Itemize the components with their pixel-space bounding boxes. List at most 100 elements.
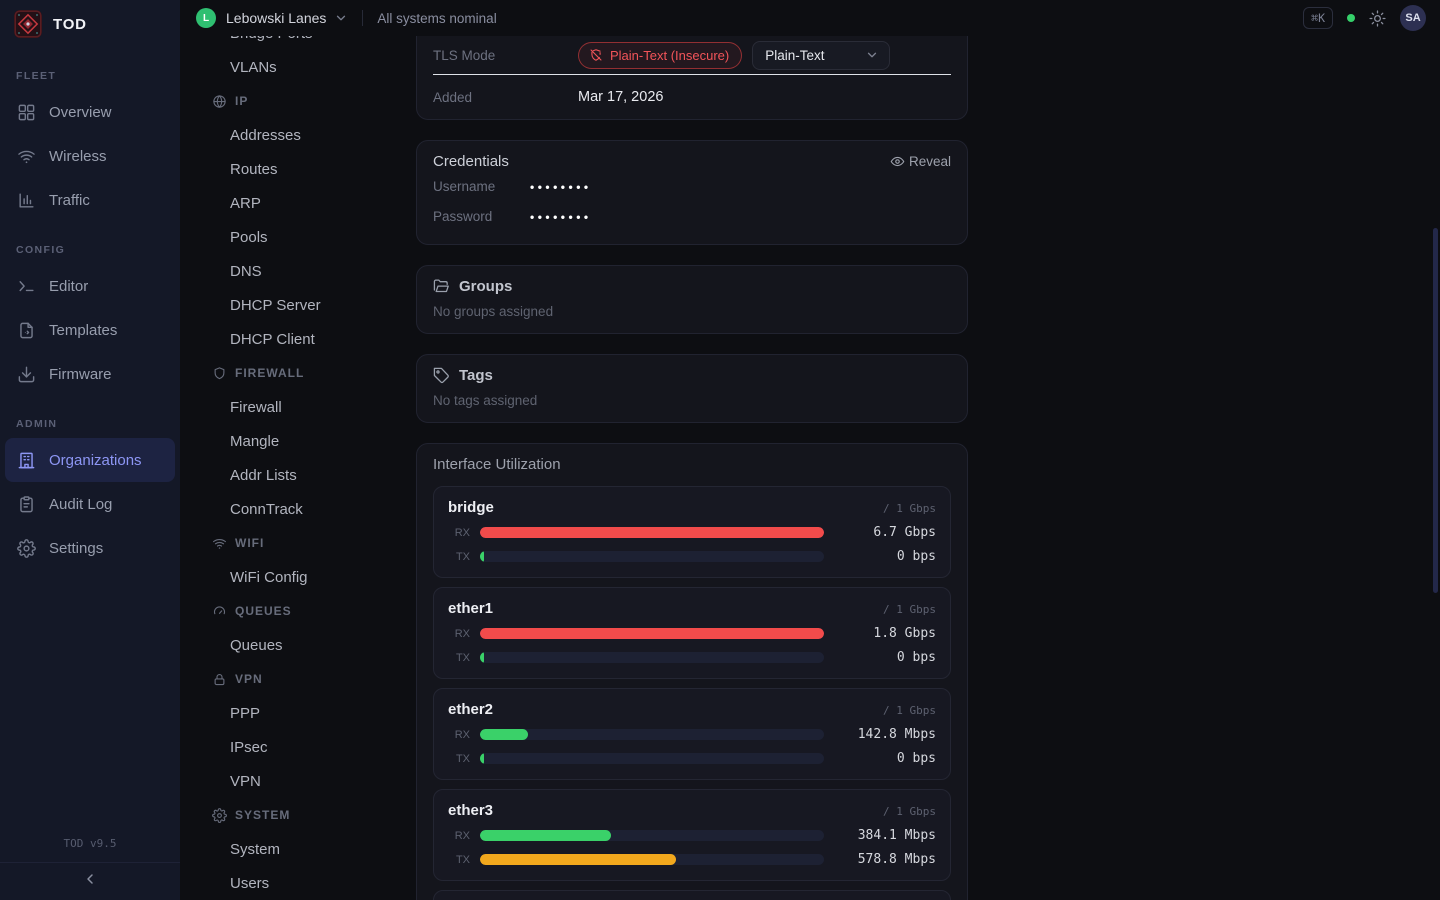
- tags-card: Tags No tags assigned: [416, 354, 968, 423]
- tls-mode-select-value: Plain-Text: [765, 47, 825, 63]
- theme-toggle-sun-icon[interactable]: [1369, 9, 1386, 27]
- shield-icon: [212, 366, 227, 381]
- sidebar-item-firmware[interactable]: Firmware: [5, 352, 175, 396]
- tags-title: Tags: [459, 367, 493, 384]
- health-status-dot: [1347, 14, 1355, 22]
- topbar-divider: [362, 10, 364, 26]
- nav-entry-label: Addresses: [230, 126, 301, 144]
- sidebar-item-organizations[interactable]: Organizations: [5, 438, 175, 482]
- nav-item-conntrack[interactable]: ConnTrack: [212, 492, 416, 526]
- nav-section-firewall: FIREWALL: [212, 356, 416, 390]
- sidebar-item-label: Audit Log: [49, 495, 113, 513]
- row-divider: [433, 74, 951, 75]
- page-scrollbar-thumb[interactable]: [1433, 228, 1438, 593]
- sidebar-item-overview[interactable]: Overview: [5, 90, 175, 134]
- utilization-bar-track: [480, 729, 824, 740]
- nav-item-queues[interactable]: Queues: [212, 628, 416, 662]
- nav-entry-label: ARP: [230, 194, 261, 212]
- sidebar-section-label-admin: ADMIN: [16, 418, 58, 430]
- nav-item-arp[interactable]: ARP: [212, 186, 416, 220]
- sidebar-item-settings[interactable]: Settings: [5, 526, 175, 570]
- sidebar-item-audit-log[interactable]: Audit Log: [5, 482, 175, 526]
- utilization-bar-fill: [480, 729, 529, 740]
- throughput-value: 384.1 Mbps: [857, 828, 936, 843]
- utilization-bar-track: [480, 652, 824, 663]
- throughput-value: 0 bps: [896, 751, 936, 766]
- nav-item-firewall[interactable]: Firewall: [212, 390, 416, 424]
- ether3-rx-row: RX 384.1 Mbps: [448, 828, 936, 843]
- nav-item-mangle[interactable]: Mangle: [212, 424, 416, 458]
- nav-item-dns[interactable]: DNS: [212, 254, 416, 288]
- device-details-card: TLS Mode Plain-Text (Ins: [416, 36, 968, 120]
- download-icon: [17, 365, 36, 384]
- gear-icon: [17, 538, 36, 558]
- interface-list: bridge / 1 Gbps RX 6.7 Gbps TX 0 bps ether1 / 1…: [433, 486, 951, 900]
- nav-item-vpn[interactable]: VPN: [212, 764, 416, 798]
- direction-label: TX: [455, 550, 470, 563]
- command-palette-shortcut[interactable]: ⌘K: [1303, 7, 1333, 29]
- nav-entry-label: IP: [235, 94, 249, 108]
- nav-item-bridge-ports[interactable]: Bridge Ports: [212, 36, 416, 50]
- nav-item-pools[interactable]: Pools: [212, 220, 416, 254]
- credentials-title: Credentials: [433, 153, 509, 170]
- main-content: TLS Mode Plain-Text (Ins: [416, 36, 1440, 900]
- throughput-value: 0 bps: [896, 650, 936, 665]
- utilization-bar-fill: [480, 652, 485, 663]
- nav-entry-label: System: [230, 840, 281, 858]
- sidebar-item-wireless[interactable]: Wireless: [5, 134, 175, 178]
- nav-item-users[interactable]: Users: [212, 866, 416, 900]
- nav-entry-label: Pools: [230, 228, 268, 246]
- added-row: Added Mar 17, 2026: [417, 75, 967, 119]
- chevron-down-icon[interactable]: [334, 11, 348, 25]
- gauge-icon: [212, 604, 227, 619]
- nav-section-ip: IP: [212, 84, 416, 118]
- nav-item-system[interactable]: System: [212, 832, 416, 866]
- sidebar-item-editor[interactable]: Editor: [5, 264, 175, 308]
- tag-icon: [433, 367, 450, 384]
- nav-item-addresses[interactable]: Addresses: [212, 118, 416, 152]
- sidebar-item-traffic[interactable]: Traffic: [5, 178, 175, 222]
- user-avatar[interactable]: SA: [1400, 5, 1426, 31]
- sidebar-item-label: Organizations: [49, 451, 142, 469]
- shield-off-icon: [589, 48, 603, 62]
- username-label: Username: [433, 179, 496, 194]
- grid-icon: [17, 103, 36, 122]
- nav-item-wifi-config[interactable]: WiFi Config: [212, 560, 416, 594]
- nav-item-dhcp-server[interactable]: DHCP Server: [212, 288, 416, 322]
- app-logo-icon: [14, 10, 42, 38]
- groups-title: Groups: [459, 278, 513, 295]
- nav-item-ipsec[interactable]: IPsec: [212, 730, 416, 764]
- interface-capacity-label: / 1 Gbps: [883, 805, 936, 818]
- sidebar-item-label: Templates: [49, 321, 118, 339]
- bridge-tx-row: TX 0 bps: [448, 549, 936, 564]
- nav-item-addr-lists[interactable]: Addr Lists: [212, 458, 416, 492]
- ether1-tx-row: TX 0 bps: [448, 650, 936, 665]
- utilization-bar-fill: [480, 527, 824, 538]
- nav-item-ppp[interactable]: PPP: [212, 696, 416, 730]
- tls-controls: Plain-Text (Insecure) Plain-Text: [578, 40, 891, 70]
- tls-mode-select[interactable]: Plain-Text: [752, 40, 891, 70]
- nav-item-routes[interactable]: Routes: [212, 152, 416, 186]
- sidebar-item-templates[interactable]: Templates: [5, 308, 175, 352]
- interface-header: ether1 / 1 Gbps: [448, 600, 936, 617]
- throughput-value: 6.7 Gbps: [873, 525, 936, 540]
- password-masked-value: ••••••••: [530, 209, 592, 224]
- terminal-icon: [17, 277, 36, 296]
- groups-empty-text: No groups assigned: [433, 304, 554, 319]
- interface-card-ether1: ether1 / 1 Gbps RX 1.8 Gbps TX 0 bps: [433, 587, 951, 679]
- utilization-bar-fill: [480, 551, 485, 562]
- sidebar-section-label-config: CONFIG: [16, 244, 66, 256]
- org-avatar[interactable]: L: [196, 8, 216, 28]
- nav-entry-label: SYSTEM: [235, 808, 291, 822]
- utilization-bar-fill: [480, 753, 485, 764]
- sidebar-item-label: Settings: [49, 539, 104, 557]
- topbar: L Lebowski Lanes All systems nominal ⌘K: [180, 0, 1440, 36]
- org-switcher[interactable]: Lebowski Lanes: [226, 10, 327, 26]
- utilization-bar-track: [480, 527, 824, 538]
- nav-entry-label: FIREWALL: [235, 366, 305, 380]
- nav-item-vlans[interactable]: VLANs: [212, 50, 416, 84]
- throughput-value: 1.8 Gbps: [873, 626, 936, 641]
- reveal-button[interactable]: Reveal: [890, 154, 951, 169]
- sidebar-collapse-button[interactable]: [0, 862, 180, 900]
- nav-item-dhcp-client[interactable]: DHCP Client: [212, 322, 416, 356]
